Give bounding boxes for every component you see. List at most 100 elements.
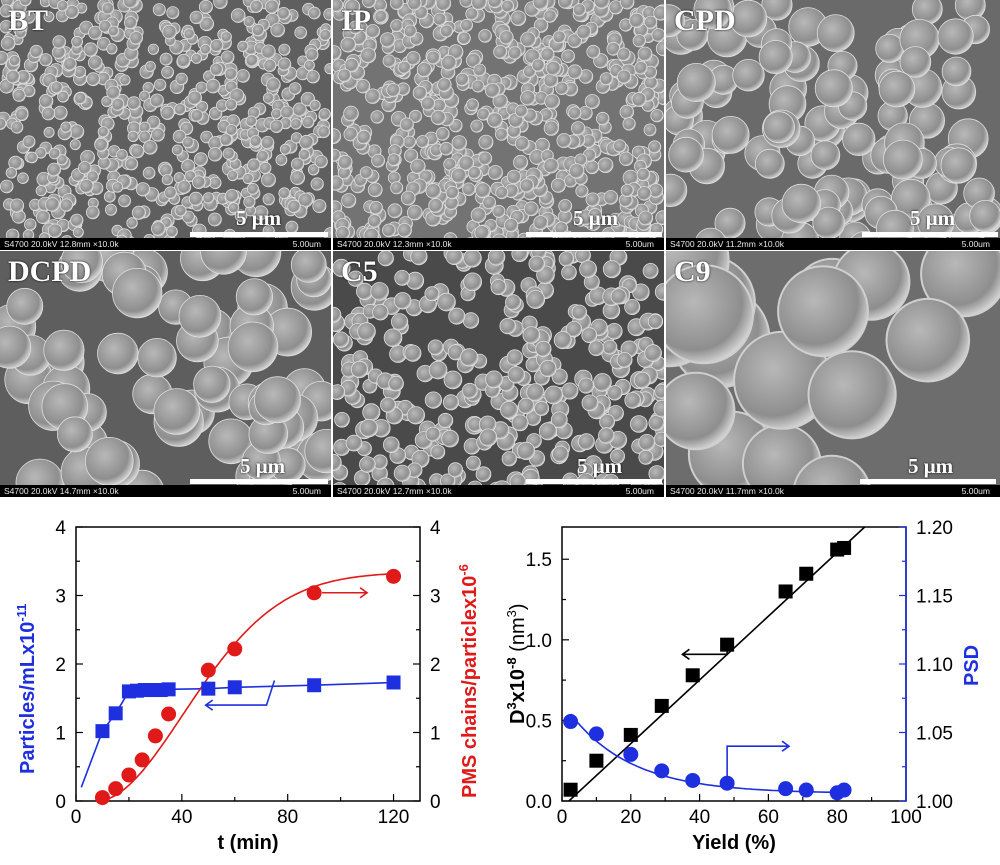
scale-bar xyxy=(860,479,996,484)
sem-info-bar: S4700 20.0kV 12.3mm ×10.0k 5.00um xyxy=(333,238,664,250)
sem-info-bar: S4700 20.0kV 11.7mm ×10.0k 5.00um xyxy=(666,485,1000,497)
series-line-chains xyxy=(102,572,399,802)
y-right-tick-label: 4 xyxy=(430,518,441,539)
data-point-chains xyxy=(161,706,177,722)
y-right-tick-label: 1 xyxy=(430,724,441,745)
x-axis-label: t (min) xyxy=(217,832,278,854)
plot-frame xyxy=(75,526,421,802)
data-point-particles xyxy=(161,682,176,697)
x-tick-label: 40 xyxy=(689,807,710,828)
data-point-particles xyxy=(108,706,123,721)
x-tick-label: 20 xyxy=(620,807,641,828)
x-tick-label: 120 xyxy=(378,807,410,828)
y-right-axis-label: PSD xyxy=(961,645,983,686)
data-point-psd xyxy=(778,781,794,797)
sem-micrograph-image xyxy=(666,251,1000,497)
data-point-particles xyxy=(307,678,322,693)
y-left-tick-label: 1 xyxy=(55,724,66,745)
sem-panel-c5: C5 5 μm S4700 20.0kV 12.7mm ×10.0k 5.00um xyxy=(333,251,664,497)
y-right-tick-label: 1.00 xyxy=(916,792,953,813)
data-point-psd xyxy=(623,746,639,762)
scale-bar xyxy=(190,232,328,237)
arrow-to-right-axis xyxy=(322,587,369,599)
data-point-diameter xyxy=(778,584,793,599)
data-point-diameter xyxy=(837,540,852,555)
arrow-to-left-axis xyxy=(681,644,728,660)
panel-label: BT xyxy=(8,4,49,37)
y-left-tick-label: 0.0 xyxy=(526,792,552,813)
panel-label: CPD xyxy=(674,4,736,37)
scale-bar xyxy=(862,232,998,237)
data-point-particles xyxy=(386,675,401,690)
data-point-chains xyxy=(306,585,322,601)
x-tick-label: 80 xyxy=(277,807,298,828)
sem-info-bar: S4700 20.0kV 11.2mm ×10.0k 5.00um xyxy=(666,238,1000,250)
y-right-tick-label: 3 xyxy=(430,587,441,608)
sem-panel-bt: BT 5 μm S4700 20.0kV 12.8mm ×10.0k 5.00um xyxy=(0,0,331,250)
sem-info-bar: S4700 20.0kV 12.7mm ×10.0k 5.00um xyxy=(333,485,664,497)
chart-diameter-psd-vs-yield: 0 20 40 60 80 100 0.0 0.5 1.0 1.5 1.00 1.05 1.10 1.15… xyxy=(504,518,983,854)
arrow-to-left-axis xyxy=(204,680,276,711)
scale-bar xyxy=(526,479,662,484)
panel-label: C9 xyxy=(674,255,711,288)
y-right-tick-label: 2 xyxy=(430,655,441,676)
panel-label: DCPD xyxy=(8,255,92,288)
data-point-chains xyxy=(134,752,150,768)
y-right-tick-label: 1.15 xyxy=(916,587,953,608)
x-tick-label: 100 xyxy=(890,807,922,828)
sem-panel-c9: C9 5 μm S4700 20.0kV 11.7mm ×10.0k 5.00um xyxy=(666,251,1000,497)
x-tick-label: 0 xyxy=(557,807,568,828)
data-point-psd xyxy=(798,782,814,798)
sem-micrograph-image xyxy=(333,0,664,250)
data-point-particles xyxy=(227,680,242,695)
x-axis-label: Yield (%) xyxy=(692,832,776,854)
data-point-psd xyxy=(685,772,701,788)
y-right-axis-label: PMS chains/particlex10-6 xyxy=(456,564,481,798)
scale-bar-label: 5 μm xyxy=(910,206,956,230)
data-point-psd xyxy=(654,763,670,779)
data-point-diameter xyxy=(799,566,814,581)
data-point-chains xyxy=(386,568,402,584)
data-point-particles xyxy=(95,724,110,739)
sem-panel-cpd: CPD 5 μm S4700 20.0kV 11.2mm ×10.0k 5.00u… xyxy=(666,0,1000,250)
data-point-chains xyxy=(147,728,163,744)
y-right-tick-label: 0 xyxy=(430,792,441,813)
data-point-psd xyxy=(836,782,852,798)
y-left-tick-label: 2 xyxy=(55,655,66,676)
scale-bar-label: 5 μm xyxy=(908,454,954,478)
y-left-tick-label: 0 xyxy=(55,792,66,813)
data-point-diameter xyxy=(654,698,669,713)
data-point-diameter xyxy=(685,668,700,683)
series-line-psd xyxy=(569,713,846,794)
scale-bar xyxy=(526,232,662,237)
data-point-chains xyxy=(94,790,110,806)
y-left-tick-label: 1.5 xyxy=(526,550,552,571)
data-point-chains xyxy=(227,641,243,657)
sem-info-bar: S4700 20.0kV 12.8mm ×10.0k 5.00um xyxy=(0,238,331,250)
data-point-chains xyxy=(200,662,216,678)
y-right-tick-label: 1.05 xyxy=(916,724,953,745)
sem-panel-ip: IP 5 μm S4700 20.0kV 12.3mm ×10.0k 5.00um xyxy=(333,0,664,250)
scale-bar-label: 5 μm xyxy=(240,454,286,478)
y-left-tick-label: 3 xyxy=(55,587,66,608)
panel-label: C5 xyxy=(341,255,378,288)
sem-micrograph-image xyxy=(0,0,331,250)
y-right-tick-label: 1.10 xyxy=(916,655,953,676)
y-left-axis-label: Particles/mLx10-11 xyxy=(14,604,39,774)
y-left-tick-label: 4 xyxy=(55,518,66,539)
sem-micrograph-image xyxy=(333,251,664,497)
sem-micrograph-image xyxy=(666,0,1000,250)
arrow-to-right-axis xyxy=(726,740,791,784)
sem-panel-dcpd: DCPD 5 μm S4700 20.0kV 14.7mm ×10.0k 5.00… xyxy=(0,251,331,497)
scale-bar xyxy=(190,479,328,484)
scale-bar-label: 5 μm xyxy=(577,454,623,478)
sem-info-bar: S4700 20.0kV 14.7mm ×10.0k 5.00um xyxy=(0,485,331,497)
x-tick-label: 40 xyxy=(171,807,192,828)
data-point-psd xyxy=(588,726,604,742)
data-point-chains xyxy=(121,767,137,783)
scale-bar-label: 5 μm xyxy=(236,206,282,230)
x-tick-label: 60 xyxy=(758,807,779,828)
y-right-tick-label: 1.20 xyxy=(916,518,953,539)
x-tick-label: 80 xyxy=(827,807,848,828)
